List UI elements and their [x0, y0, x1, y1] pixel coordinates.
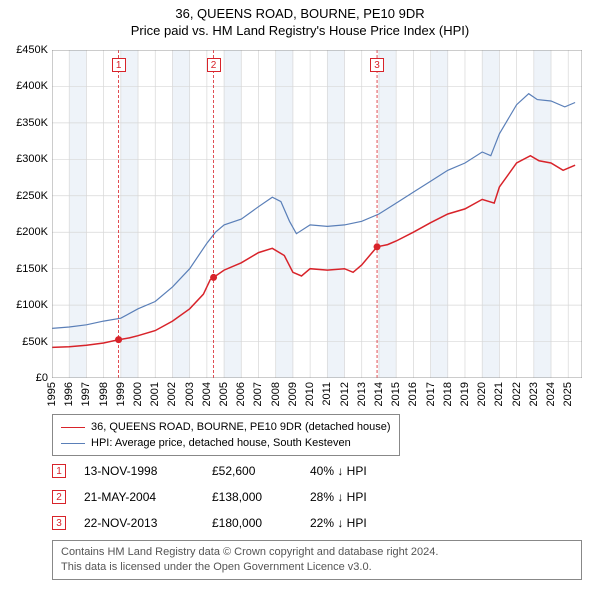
legend-label: HPI: Average price, detached house, Sout… — [91, 437, 351, 449]
y-tick-label: £350K — [16, 117, 48, 129]
y-tick-label: £200K — [16, 226, 48, 238]
chart-subtitle: Price paid vs. HM Land Registry's House … — [0, 21, 600, 38]
chart-marker-box: 2 — [207, 58, 221, 72]
x-tick-label: 2015 — [390, 382, 402, 406]
x-tick-label: 2006 — [235, 382, 247, 406]
sale-delta: 28% ↓ HPI — [310, 490, 367, 504]
x-tick-label: 2004 — [201, 382, 213, 406]
sale-marker-icon: 3 — [52, 516, 66, 530]
y-tick-label: £400K — [16, 80, 48, 92]
x-tick-label: 1995 — [46, 382, 58, 406]
x-tick-label: 1998 — [98, 382, 110, 406]
y-tick-label: £300K — [16, 153, 48, 165]
sale-delta: 40% ↓ HPI — [310, 464, 367, 478]
y-tick-label: £250K — [16, 190, 48, 202]
x-tick-label: 2016 — [407, 382, 419, 406]
sale-row: 3 22-NOV-2013 £180,000 22% ↓ HPI — [52, 510, 367, 536]
x-tick-label: 2009 — [287, 382, 299, 406]
x-tick-label: 2022 — [511, 382, 523, 406]
legend-line-icon — [61, 443, 85, 444]
y-tick-label: £50K — [22, 336, 48, 348]
x-tick-label: 2025 — [562, 382, 574, 406]
x-tick-label: 2024 — [545, 382, 557, 406]
sale-price: £52,600 — [212, 464, 292, 478]
x-tick-label: 2023 — [528, 382, 540, 406]
sale-delta: 22% ↓ HPI — [310, 516, 367, 530]
footer-line: Contains HM Land Registry data © Crown c… — [61, 545, 573, 560]
footer-line: This data is licensed under the Open Gov… — [61, 560, 573, 575]
y-tick-label: £450K — [16, 44, 48, 56]
root: 36, QUEENS ROAD, BOURNE, PE10 9DR Price … — [0, 0, 600, 590]
x-tick-label: 2013 — [356, 382, 368, 406]
x-tick-label: 2014 — [373, 382, 385, 406]
legend: 36, QUEENS ROAD, BOURNE, PE10 9DR (detac… — [52, 414, 400, 456]
x-tick-label: 2010 — [304, 382, 316, 406]
x-tick-label: 2007 — [252, 382, 264, 406]
x-tick-label: 2019 — [459, 382, 471, 406]
x-tick-label: 2017 — [425, 382, 437, 406]
sale-row: 2 21-MAY-2004 £138,000 28% ↓ HPI — [52, 484, 367, 510]
sale-marker-icon: 2 — [52, 490, 66, 504]
legend-line-icon — [61, 427, 85, 428]
chart-title: 36, QUEENS ROAD, BOURNE, PE10 9DR — [0, 0, 600, 21]
x-tick-label: 2005 — [218, 382, 230, 406]
sale-price: £138,000 — [212, 490, 292, 504]
legend-item-hpi: HPI: Average price, detached house, Sout… — [61, 435, 391, 451]
y-tick-label: £100K — [16, 299, 48, 311]
y-tick-label: £150K — [16, 263, 48, 275]
x-tick-label: 2011 — [321, 382, 333, 406]
x-tick-label: 2020 — [476, 382, 488, 406]
x-tick-label: 2008 — [270, 382, 282, 406]
chart-marker-box: 3 — [370, 58, 384, 72]
x-tick-label: 2001 — [149, 382, 161, 406]
x-tick-label: 2012 — [339, 382, 351, 406]
sale-row: 1 13-NOV-1998 £52,600 40% ↓ HPI — [52, 458, 367, 484]
sale-marker-icon: 1 — [52, 464, 66, 478]
x-tick-label: 1996 — [63, 382, 75, 406]
footer: Contains HM Land Registry data © Crown c… — [52, 540, 582, 580]
x-tick-label: 2018 — [442, 382, 454, 406]
x-tick-label: 2002 — [166, 382, 178, 406]
legend-item-property: 36, QUEENS ROAD, BOURNE, PE10 9DR (detac… — [61, 419, 391, 435]
x-tick-label: 2000 — [132, 382, 144, 406]
x-tick-label: 1997 — [80, 382, 92, 406]
chart-marker-box: 1 — [112, 58, 126, 72]
chart-svg — [52, 50, 582, 378]
sale-price: £180,000 — [212, 516, 292, 530]
sales-list: 1 13-NOV-1998 £52,600 40% ↓ HPI 2 21-MAY… — [52, 458, 367, 536]
x-tick-label: 2003 — [184, 382, 196, 406]
x-tick-label: 2021 — [493, 382, 505, 406]
legend-label: 36, QUEENS ROAD, BOURNE, PE10 9DR (detac… — [91, 421, 391, 433]
sale-date: 21-MAY-2004 — [84, 490, 194, 504]
sale-date: 13-NOV-1998 — [84, 464, 194, 478]
sale-date: 22-NOV-2013 — [84, 516, 194, 530]
x-tick-label: 1999 — [115, 382, 127, 406]
